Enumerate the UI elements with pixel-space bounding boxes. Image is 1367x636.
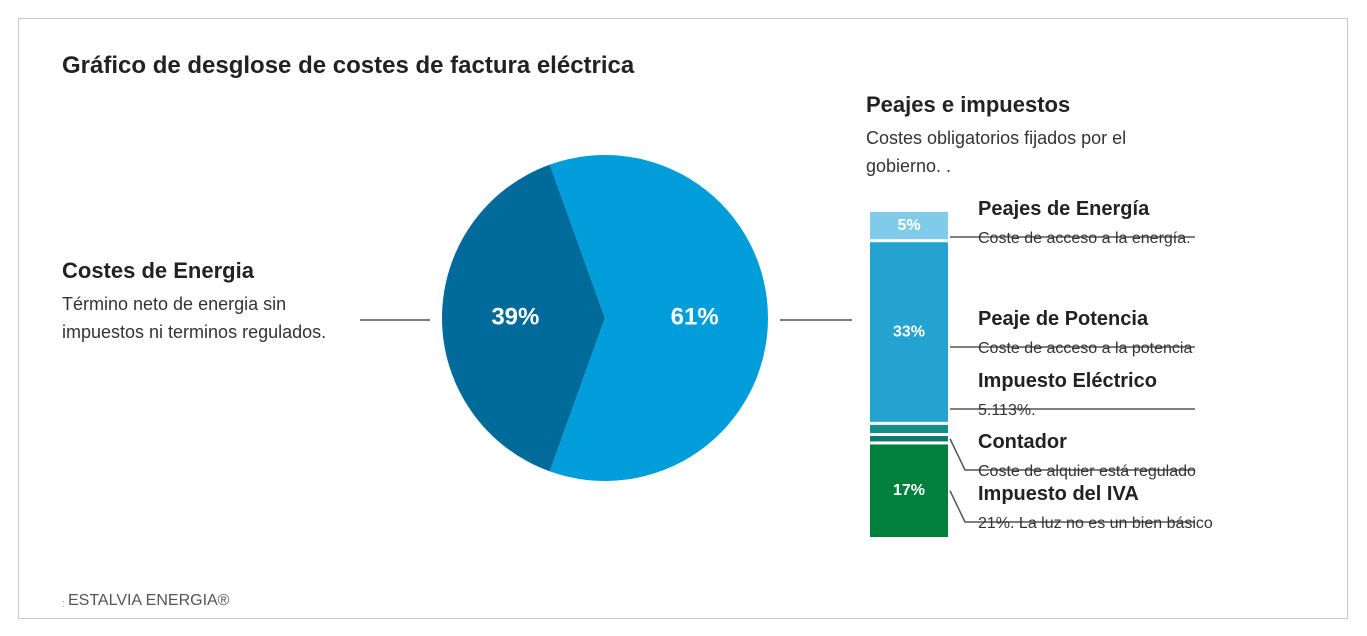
legend-description: Coste de alquier está regulado (978, 463, 1196, 480)
bar-segment (870, 444, 948, 537)
legend-name: Contador (978, 431, 1067, 453)
annotation-text: Término neto de energia sin impuestos ni… (62, 294, 327, 342)
legend-name: Impuesto del IVA (978, 483, 1139, 505)
bar-segment (870, 212, 948, 240)
legend-leader (949, 438, 1195, 471)
legend-description: Coste de acceso a la potencia (978, 340, 1193, 357)
bar-label: 17% (893, 482, 925, 499)
footer-brand: ESTALVIA ENERGIA® (68, 592, 230, 609)
bar-segment (870, 242, 948, 422)
bar-label: 5% (897, 217, 920, 234)
pie-slice (441, 164, 605, 472)
legend-name: Impuesto Eléctrico (978, 370, 1157, 392)
pie-slice (549, 154, 768, 481)
annotation-title: Costes de Energia (62, 258, 254, 283)
pie-label: 39% (491, 303, 539, 330)
chart-title: Gráfico de desglose de costes de factura… (62, 52, 635, 79)
bar-title: Peajes e impuestos (866, 92, 1071, 117)
legend-description: 21%. La luz no es un bien básico (978, 515, 1213, 532)
legend-name: Peajes de Energía (978, 198, 1150, 220)
bar-segment (870, 424, 948, 434)
pie-label: 61% (671, 303, 719, 330)
legend-description: Coste de acceso a la energía. (978, 230, 1191, 247)
frame (18, 18, 1348, 619)
bar-segment (870, 436, 948, 442)
legend-description: 5.113%. (978, 402, 1036, 419)
bar-label: 33% (893, 323, 925, 340)
brand-mark: : (62, 599, 65, 610)
bar-subtitle: Costes obligatorios fijados por el gobie… (866, 128, 1127, 176)
legend-leader (949, 490, 1195, 523)
legend-name: Peaje de Potencia (978, 308, 1149, 330)
